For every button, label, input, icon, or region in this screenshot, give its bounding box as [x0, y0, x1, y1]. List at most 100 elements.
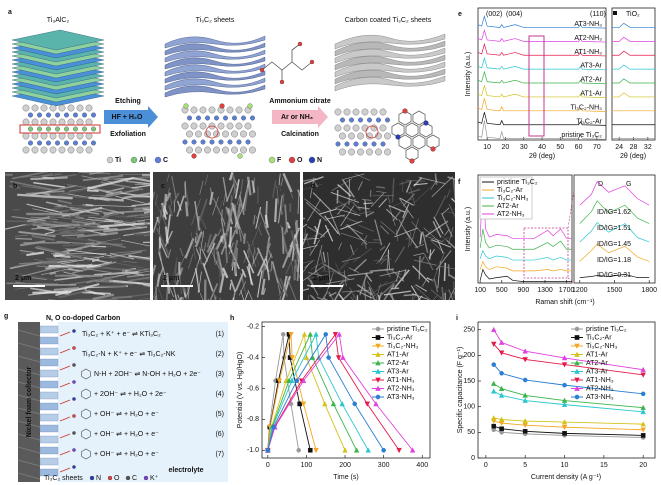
sem-texture — [410, 218, 419, 246]
data-point — [640, 427, 646, 433]
data-point — [522, 392, 528, 398]
sem-texture — [22, 191, 30, 194]
sem-texture — [100, 222, 145, 228]
molecule — [291, 43, 301, 62]
sem-texture — [31, 277, 47, 281]
legend-marker — [574, 368, 580, 374]
x-tick-label: 300 — [378, 462, 390, 469]
sem-texture — [246, 176, 252, 196]
sem-texture — [243, 233, 247, 244]
legend-atom — [308, 156, 316, 164]
atom — [191, 139, 197, 145]
data-point — [300, 401, 307, 407]
sem-texture — [399, 180, 411, 185]
sem-texture — [203, 242, 216, 267]
sem-texture — [413, 183, 435, 204]
sem-texture — [233, 247, 239, 274]
sem-texture — [303, 263, 310, 273]
sem-texture — [405, 180, 412, 193]
series-label: Ti₃C₂-Ar — [576, 118, 602, 125]
atom — [402, 108, 408, 114]
sem-texture — [394, 269, 410, 289]
sem-texture — [206, 234, 212, 248]
sem-texture — [34, 258, 79, 269]
legend-label: N — [96, 475, 101, 482]
sem-texture — [187, 253, 194, 269]
sem-texture — [260, 278, 266, 295]
atom — [334, 108, 342, 116]
atom — [58, 118, 66, 126]
sem-texture — [31, 234, 55, 241]
electrolyte-label: electrolyte — [168, 467, 203, 474]
sem-texture — [220, 241, 228, 255]
atom — [250, 115, 255, 121]
x-tick-label: 70 — [593, 144, 601, 151]
sem-texture — [265, 256, 270, 281]
sem-texture — [390, 271, 402, 275]
sem-texture — [171, 176, 177, 199]
atom — [309, 59, 315, 65]
ion-arrow — [59, 348, 71, 354]
sem-texture — [54, 172, 67, 175]
sem-texture — [14, 260, 47, 268]
sem-texture — [140, 256, 150, 259]
sem-texture — [61, 234, 84, 237]
data-point — [491, 423, 497, 429]
sem-texture — [181, 286, 186, 293]
annotation: ID/IG=0.31 — [597, 272, 631, 279]
equation: Ti₃C₂-N + K⁺ + e⁻ ⇌ Ti₃C₂-NK — [82, 350, 176, 358]
annotation: (004) — [506, 11, 522, 18]
ion-arrow — [59, 331, 71, 337]
atom — [40, 146, 48, 154]
atom — [199, 122, 207, 130]
sem-texture — [153, 216, 160, 233]
sem-texture — [352, 248, 372, 263]
sheet-stack — [39, 424, 59, 433]
legend-label: C — [163, 157, 168, 164]
data-point — [498, 392, 505, 398]
sem-texture — [430, 289, 445, 300]
y-axis-label: Specific capacitance (F g⁻¹) — [457, 347, 464, 434]
sem-texture — [262, 288, 266, 295]
sem-texture — [232, 297, 235, 300]
sem-texture — [131, 184, 150, 189]
sem-texture — [259, 210, 271, 239]
sem-texture — [11, 172, 50, 180]
annotation: (002) — [486, 11, 502, 18]
data-point — [342, 447, 348, 453]
data-point — [307, 447, 313, 453]
annotation: ID/IG=1.62 — [597, 209, 631, 216]
atom — [240, 130, 247, 138]
atom — [58, 146, 66, 154]
atom — [67, 104, 75, 112]
x-tick-label: 1800 — [641, 287, 657, 294]
plot-frame — [261, 321, 431, 459]
collector-texture — [17, 381, 41, 389]
x-tick-label: 100 — [474, 287, 486, 294]
data-point — [323, 332, 329, 337]
sem-texture — [235, 270, 245, 292]
equation-number: (4) — [215, 391, 224, 398]
sem-texture — [398, 219, 410, 239]
atom — [28, 112, 33, 118]
sem-texture — [128, 276, 150, 282]
sem-texture — [316, 296, 325, 300]
sem-texture — [304, 260, 314, 269]
legend-atom — [143, 475, 149, 481]
atom — [67, 146, 75, 154]
atom — [348, 148, 355, 156]
data-point — [353, 447, 360, 453]
ion-arrow — [59, 433, 71, 439]
sem-texture — [417, 295, 423, 300]
sem-texture — [338, 242, 342, 251]
sem-texture — [102, 216, 110, 219]
sem-texture — [434, 173, 438, 185]
sem-texture — [154, 194, 159, 206]
data-point — [373, 400, 379, 407]
collector-texture — [17, 355, 41, 363]
atom — [72, 380, 76, 384]
legend-label: AT2-NH₃ — [387, 385, 415, 392]
sem-texture — [85, 242, 95, 245]
legend-marker — [375, 377, 381, 383]
y-tick-label: 100 — [463, 404, 475, 411]
